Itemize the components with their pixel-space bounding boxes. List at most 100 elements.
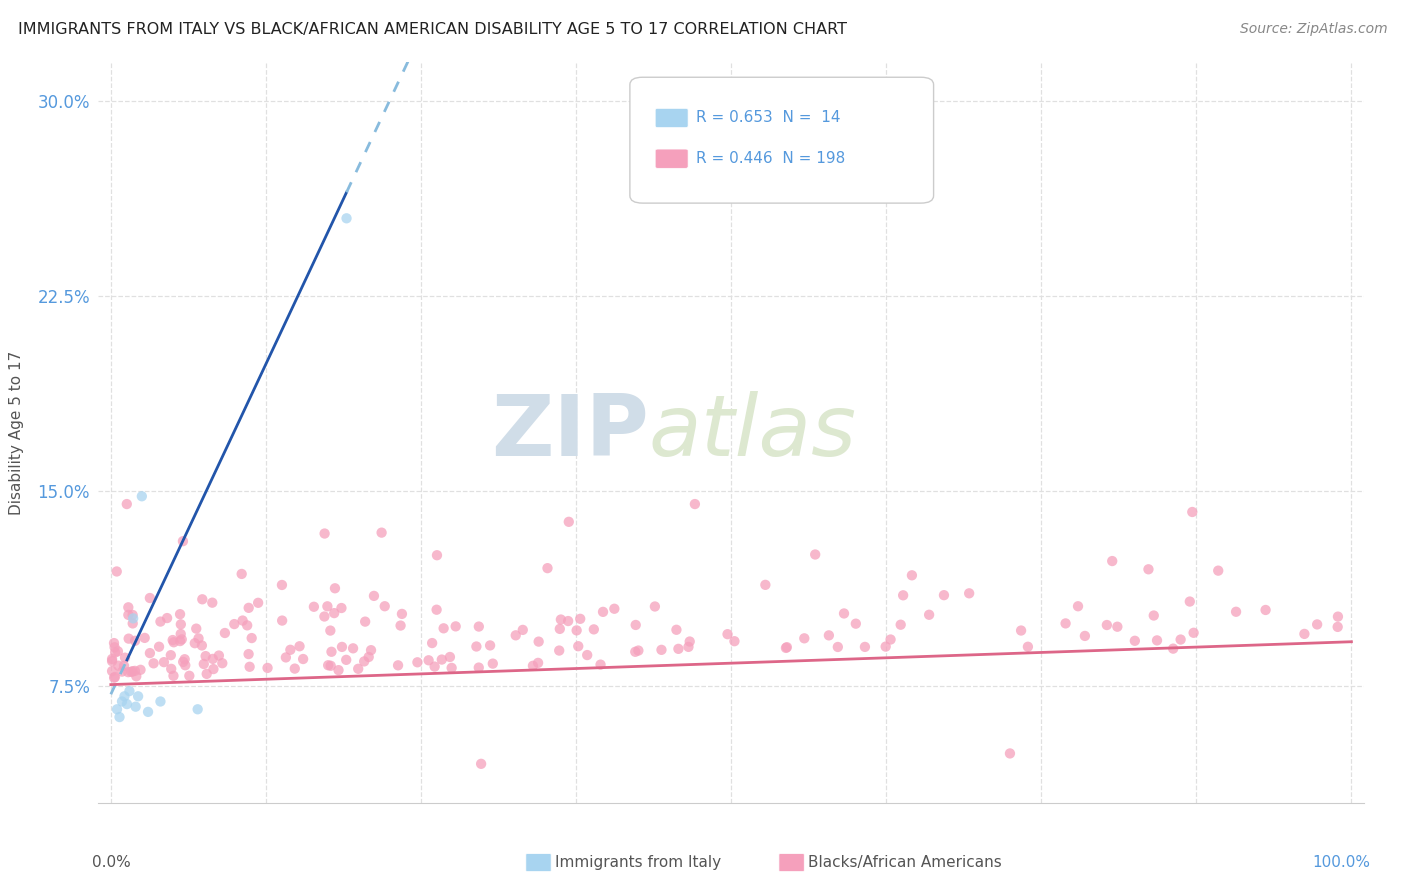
Point [236,618,259,632]
Point [104,670,127,684]
Point [389,618,412,632]
Point [156,611,179,625]
Point [548,643,571,657]
Point [111,665,134,679]
Point [169,634,191,648]
Point [1095,618,1118,632]
Point [121,607,143,622]
Point [108,710,131,724]
Point [201,652,224,666]
Point [370,525,392,540]
Point [1137,562,1160,576]
Point [247,596,270,610]
Point [142,657,165,671]
Point [665,623,688,637]
Point [149,694,172,708]
Point [1123,633,1146,648]
Point [426,548,449,562]
Point [173,652,195,666]
Point [121,665,143,679]
Point [330,601,353,615]
Point [901,568,924,582]
Text: IMMIGRANTS FROM ITALY VS BLACK/AFRICAN AMERICAN DISABILITY AGE 5 TO 17 CORRELATI: IMMIGRANTS FROM ITALY VS BLACK/AFRICAN A… [18,22,848,37]
Text: R = 0.446  N = 198: R = 0.446 N = 198 [696,151,845,166]
Point [1254,603,1277,617]
Point [149,615,172,629]
Point [468,660,491,674]
Point [104,640,127,655]
Point [231,566,253,581]
Point [918,607,941,622]
Text: R = 0.653  N =  14: R = 0.653 N = 14 [696,111,841,126]
Point [804,548,827,562]
FancyBboxPatch shape [655,108,688,128]
Point [330,640,353,654]
Point [112,658,135,673]
FancyBboxPatch shape [630,78,934,203]
Point [101,652,124,666]
Point [214,626,236,640]
Point [668,641,690,656]
Point [678,640,700,654]
Point [624,645,647,659]
Point [468,619,491,633]
Point [111,694,134,708]
Point [406,655,429,669]
Point [118,632,141,646]
Point [592,605,614,619]
Point [440,661,463,675]
Point [117,665,139,680]
Point [170,627,193,641]
Point [292,652,315,666]
Point [582,623,605,637]
Point [875,640,897,654]
Point [208,648,231,663]
Point [879,632,901,647]
Point [271,578,294,592]
Point [363,589,385,603]
Point [224,617,246,632]
Point [479,639,502,653]
Text: atlas: atlas [648,391,856,475]
Point [211,657,233,671]
Point [184,636,207,650]
Point [567,639,589,653]
Point [550,613,572,627]
Text: ZIP: ZIP [491,391,648,475]
Point [1326,620,1348,634]
Point [853,640,876,654]
Point [360,643,382,657]
Point [186,622,208,636]
Point [316,658,339,673]
Point [1178,594,1201,608]
Point [391,607,413,621]
Point [284,662,307,676]
Text: 100.0%: 100.0% [1312,855,1369,870]
Point [172,655,194,669]
Point [191,639,214,653]
Point [179,669,201,683]
Point [754,578,776,592]
Point [505,628,527,642]
Point [1182,625,1205,640]
Point [548,622,571,636]
Point [342,641,364,656]
Point [323,582,346,596]
Point [187,702,209,716]
Point [527,656,550,670]
Point [314,609,336,624]
Point [280,642,302,657]
Text: Immigrants from Italy: Immigrants from Italy [555,855,721,870]
Point [569,612,592,626]
Point [603,601,626,615]
Point [148,640,170,654]
Point [134,631,156,645]
Point [1206,564,1229,578]
Point [1054,616,1077,631]
Point [1161,641,1184,656]
Point [124,699,146,714]
Point [115,697,138,711]
Point [439,650,461,665]
Point [105,565,128,579]
Point [274,650,297,665]
